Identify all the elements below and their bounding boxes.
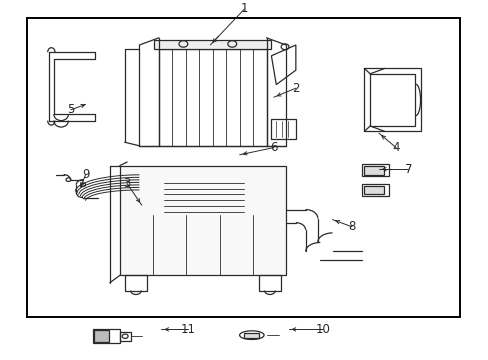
Bar <box>361 184 388 196</box>
Bar <box>27 18 459 317</box>
Text: 7: 7 <box>404 163 411 176</box>
Bar <box>120 166 285 275</box>
Text: 5: 5 <box>67 103 75 116</box>
Bar <box>259 275 281 291</box>
Bar <box>154 40 271 49</box>
Text: 9: 9 <box>81 168 89 181</box>
Bar <box>364 166 383 175</box>
Bar <box>244 333 259 338</box>
Bar <box>271 119 295 139</box>
Bar <box>93 329 120 343</box>
Text: 6: 6 <box>269 141 277 154</box>
Text: 10: 10 <box>315 323 329 336</box>
Text: 4: 4 <box>391 141 399 154</box>
Bar <box>120 332 130 341</box>
Text: 8: 8 <box>347 220 355 233</box>
Bar <box>364 68 420 131</box>
Bar <box>159 49 266 146</box>
Bar <box>124 275 146 291</box>
Bar <box>369 74 414 126</box>
Text: 3: 3 <box>123 177 131 190</box>
Text: 2: 2 <box>291 82 299 95</box>
Bar <box>364 186 383 194</box>
Text: 11: 11 <box>181 323 195 336</box>
Bar <box>94 330 109 342</box>
Bar <box>361 164 388 176</box>
Text: 1: 1 <box>240 3 248 15</box>
